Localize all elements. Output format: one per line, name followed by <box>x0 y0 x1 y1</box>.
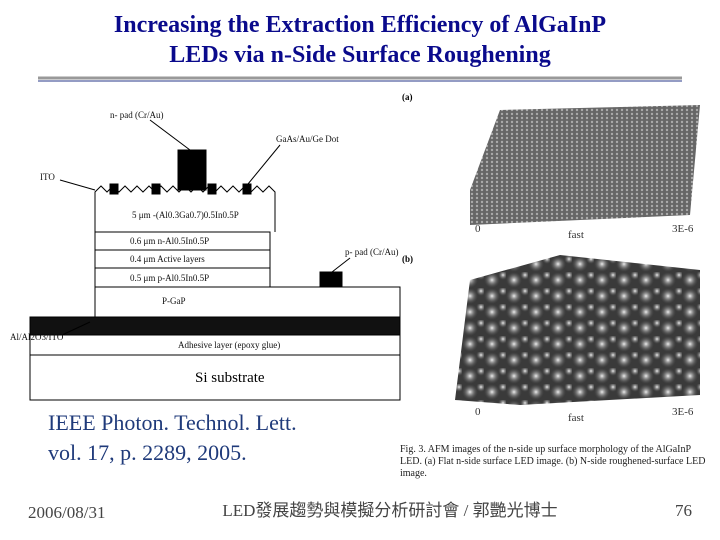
title-line: Increasing the Extraction Efficiency of … <box>114 12 606 38</box>
footer-date: 2006/08/31 <box>28 503 105 522</box>
layer-label: 0.6 μm n-Al0.5In0.5P <box>130 236 209 246</box>
label: p- pad (Cr/Au) <box>345 247 399 257</box>
citation: IEEE Photon. Technol. Lett. <box>48 410 297 435</box>
axis-label: 3E-6 <box>672 406 694 418</box>
axis-label: 0 <box>475 406 481 418</box>
led-structure <box>29 119 401 401</box>
label: GaAs/Au/Ge Dot <box>276 134 339 144</box>
axis-label: fast <box>568 412 584 424</box>
afm-image-flat <box>470 105 700 225</box>
label: Al/Al2O3/ITO <box>10 332 64 342</box>
afm-image-rough <box>455 255 700 405</box>
label: n- pad (Cr/Au) <box>110 110 164 120</box>
caption-line: LED. (a) Flat n-side surface LED image. … <box>400 456 705 467</box>
caption-line: image. <box>400 468 427 479</box>
layer-label: Si substrate <box>195 370 265 386</box>
layer-label: Adhesive layer (epoxy glue) <box>178 340 280 350</box>
axis-label: fast <box>568 229 584 241</box>
caption-line: Fig. 3. AFM images of the n-side up surf… <box>400 444 692 455</box>
panel-label: (a) <box>402 92 413 102</box>
citation: vol. 17, p. 2289, 2005. <box>48 440 247 465</box>
page-number: 76 <box>675 501 692 520</box>
axis-label: 3E-6 <box>672 223 694 235</box>
label: ITO <box>40 172 55 182</box>
layer-label: P-GaP <box>162 296 186 306</box>
axis-label: 0 <box>475 223 481 235</box>
layer-label: 0.5 μm p-Al0.5In0.5P <box>130 273 209 283</box>
title-line: LEDs via n-Side Surface Roughening <box>169 42 550 68</box>
layer-label: 0.4 μm Active layers <box>130 254 205 264</box>
footer-event: LED發展趨勢與模擬分析研討會 / 郭艷光博士 <box>222 501 557 520</box>
panel-label: (b) <box>402 254 413 264</box>
label: 5 μm -(Al0.3Ga0.7)0.5In0.5P <box>132 210 239 220</box>
